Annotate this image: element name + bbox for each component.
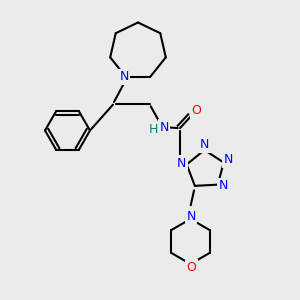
Text: N: N <box>200 138 209 151</box>
Text: N: N <box>177 157 186 170</box>
Text: N: N <box>186 209 196 223</box>
Text: O: O <box>191 104 201 118</box>
Text: H: H <box>148 123 158 136</box>
Text: N: N <box>218 179 228 192</box>
Text: N: N <box>119 70 129 83</box>
Text: N: N <box>159 121 169 134</box>
Text: N: N <box>224 153 233 166</box>
Text: O: O <box>186 261 196 274</box>
